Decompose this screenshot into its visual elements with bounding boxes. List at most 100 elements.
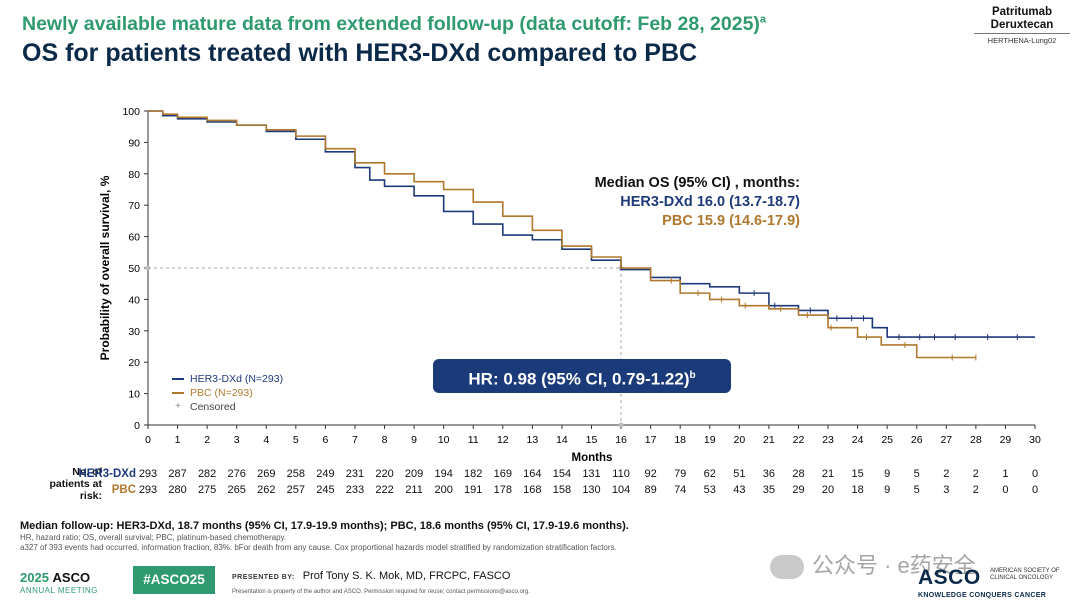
x-tick-label: 21 <box>763 434 775 446</box>
x-tick-label: 12 <box>497 434 509 446</box>
risk-count: 168 <box>523 484 542 496</box>
risk-count: 293 <box>138 468 158 480</box>
risk-count: 2 <box>943 468 950 480</box>
x-tick-label: 29 <box>1000 434 1012 446</box>
risk-count: 0 <box>1031 468 1039 480</box>
x-tick-label: 19 <box>704 434 716 446</box>
risk-count: 233 <box>345 484 365 496</box>
median-os-block: Median OS (95% CI) , months: HER3-DXd 16… <box>560 174 800 231</box>
y-tick-label: 40 <box>128 294 140 306</box>
kicker-title: Newly available mature data from extende… <box>22 13 767 35</box>
x-tick-label: 22 <box>793 434 805 446</box>
x-tick-label: 4 <box>263 434 269 446</box>
risk-count: 29 <box>792 484 805 496</box>
x-tick-label: 5 <box>293 434 299 446</box>
x-axis-label: Months <box>572 452 613 464</box>
hazard-ratio-box: HR: 0.98 (95% CI, 0.79-1.22)b <box>433 359 731 393</box>
risk-count: 131 <box>582 468 601 480</box>
risk-count: 5 <box>913 484 920 496</box>
y-tick-label: 0 <box>134 420 140 432</box>
risk-row-label: HER3-DXd <box>78 468 136 480</box>
risk-count: 280 <box>168 484 187 496</box>
risk-count: 194 <box>434 468 453 480</box>
x-tick-label: 17 <box>645 434 657 446</box>
risk-count: 182 <box>464 468 483 480</box>
risk-count: 79 <box>674 468 687 480</box>
x-tick-label: 26 <box>911 434 923 446</box>
chart-axes <box>144 110 1036 429</box>
y-tick-label: 20 <box>128 357 140 369</box>
risk-count: 2 <box>972 468 979 480</box>
km-curves <box>148 110 1035 361</box>
x-tick-label: 11 <box>468 434 479 446</box>
risk-count: 0 <box>1031 484 1039 496</box>
brand-line-2: Deruxtecan <box>974 19 1070 34</box>
x-tick-label: 30 <box>1029 434 1041 446</box>
pbc-curve <box>148 110 976 359</box>
y-tick-label: 90 <box>128 137 140 149</box>
risk-count: 5 <box>913 468 920 480</box>
risk-count: 20 <box>821 484 835 496</box>
risk-count: 35 <box>762 484 776 496</box>
brand-line-3: HERTHENA-Lung02 <box>987 36 1057 45</box>
risk-table-heading: No. of patients at risk: <box>49 466 102 502</box>
y-tick-label: 30 <box>128 326 140 338</box>
y-tick-label: 70 <box>128 200 140 212</box>
x-tick-label: 1 <box>175 434 181 446</box>
risk-count: 220 <box>375 468 394 480</box>
risk-count: 209 <box>404 468 424 480</box>
x-tick-label: 16 <box>615 434 627 446</box>
risk-count: 1 <box>1002 468 1009 480</box>
risk-count: 2 <box>972 484 979 496</box>
x-tick-label: 13 <box>527 434 539 446</box>
risk-count: 74 <box>674 484 687 496</box>
risk-count: 191 <box>464 484 483 496</box>
censor-mark-icon: + <box>175 401 181 412</box>
meeting-subtitle: ANNUAL MEETING <box>20 586 98 595</box>
risk-count: 28 <box>792 468 805 480</box>
x-tick-label: 9 <box>411 434 417 446</box>
risk-count: 21 <box>821 468 835 480</box>
x-tick-label: 20 <box>733 434 745 446</box>
x-tick-label: 10 <box>438 434 450 446</box>
brand-line-1: Patritumab <box>991 6 1053 18</box>
legend-item-her3: HER3-DXd (N=293) <box>172 372 283 386</box>
risk-count: 222 <box>375 484 394 496</box>
x-tick-label: 7 <box>352 434 358 446</box>
median-her3: HER3-DXd 16.0 (13.7-18.7) <box>620 194 800 210</box>
risk-count: 200 <box>434 484 453 496</box>
asco-logo-subtitle: AMERICAN SOCIETY OF CLINICAL ONCOLOGY <box>990 568 1060 581</box>
presentation-note: Presentation is property of the author a… <box>232 589 530 595</box>
median-pbc: PBC 15.9 (14.6-17.9) <box>662 213 800 229</box>
risk-count: 9 <box>884 468 891 480</box>
median-heading: Median OS (95% CI) , months: <box>594 175 800 191</box>
y-tick-label: 50 <box>128 263 140 275</box>
footnote-followup: Median follow-up: HER3-DXd, 18.7 months … <box>20 520 629 532</box>
risk-count: 258 <box>286 468 305 480</box>
presenter: PRESENTED BY: Prof Tony S. K. Mok, MD, FR… <box>232 570 511 582</box>
reference-lines <box>145 265 624 428</box>
risk-count: 53 <box>703 484 716 496</box>
risk-count: 265 <box>227 484 246 496</box>
hashtag-badge: #ASCO25 <box>133 566 215 594</box>
risk-count: 231 <box>345 468 365 480</box>
risk-count: 158 <box>552 484 572 496</box>
risk-count: 36 <box>762 468 776 480</box>
risk-count: 249 <box>316 468 335 480</box>
x-tick-label: 8 <box>382 434 388 446</box>
meeting-logo: 2025 ASCO <box>20 570 91 585</box>
risk-count: 287 <box>168 468 187 480</box>
risk-count: 154 <box>552 468 572 480</box>
footnote-small: HR, hazard ratio; OS, overall survival; … <box>20 533 617 552</box>
median-x-marker <box>618 422 624 428</box>
risk-count: 245 <box>316 484 335 496</box>
asco-logo: ASCO <box>918 566 981 589</box>
risk-count: 18 <box>851 484 864 496</box>
risk-count: 89 <box>644 484 657 496</box>
risk-count: 104 <box>611 484 631 496</box>
risk-count: 282 <box>197 468 217 480</box>
risk-count: 169 <box>493 468 512 480</box>
y-tick-label: 60 <box>128 232 140 244</box>
y-tick-label: 10 <box>128 389 140 401</box>
legend-item-pbc: PBC (N=293) <box>172 386 283 400</box>
